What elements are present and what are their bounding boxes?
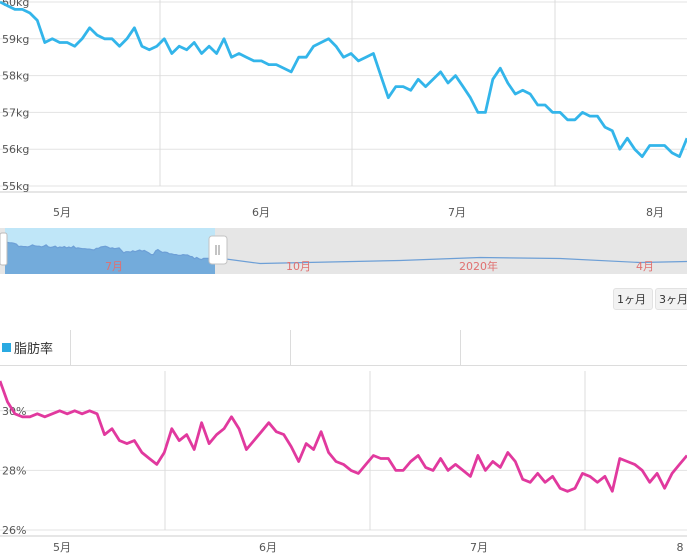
- series-line-weight: [0, 0, 687, 158]
- y-tick-label: 57kg: [2, 106, 29, 119]
- navigator-series-area: [5, 242, 215, 274]
- navigator-left-handle[interactable]: [0, 232, 8, 266]
- x-tick-label: 8月: [646, 206, 664, 219]
- x-tick-label: 6月: [252, 206, 270, 219]
- y-tick-label: 58kg: [2, 70, 29, 83]
- series-line-body-fat: [0, 380, 687, 493]
- tab-divider: [460, 330, 461, 366]
- x-tick-label: 5月: [53, 541, 71, 553]
- weight-chart: 55kg 56kg 57kg 58kg 59kg 60kg 5月 6月 7月 8月: [0, 0, 687, 219]
- x-tick-label: 7月: [448, 206, 466, 219]
- navigator-label-oct: 10月: [286, 260, 311, 273]
- y-tick-label: 28%: [2, 464, 26, 477]
- range-navigator[interactable]: 7月 10月 2020年 4月: [0, 228, 687, 278]
- x-tick-label: 8: [677, 541, 684, 553]
- tab-divider: [70, 330, 71, 366]
- x-tick-label: 5月: [53, 206, 71, 219]
- y-tick-label: 56kg: [2, 143, 29, 156]
- x-tick-label: 7月: [470, 541, 488, 553]
- tab-divider: [290, 330, 291, 366]
- y-tick-label: 60kg: [2, 0, 29, 9]
- x-tick-label: 6月: [259, 541, 277, 553]
- legend-label: 脂肪率: [14, 342, 54, 357]
- navigator-label-2020: 2020年: [459, 259, 498, 273]
- navigator-label-jul: 7月: [105, 260, 123, 273]
- legend-item-body-fat[interactable]: 脂肪率: [2, 338, 53, 357]
- y-tick-label: 59kg: [2, 33, 29, 46]
- legend-swatch: [2, 343, 11, 352]
- range-1-month-button[interactable]: 1ヶ月: [613, 288, 653, 310]
- legend-tab-bar: 脂肪率: [0, 330, 687, 366]
- range-3-month-button[interactable]: 3ヶ月: [655, 288, 687, 310]
- navigator-label-apr: 4月: [636, 260, 654, 273]
- y-tick-label: 26%: [2, 524, 26, 537]
- y-tick-label: 55kg: [2, 180, 29, 193]
- navigator-series-line: [4, 241, 687, 265]
- navigator-right-handle[interactable]: [208, 235, 228, 265]
